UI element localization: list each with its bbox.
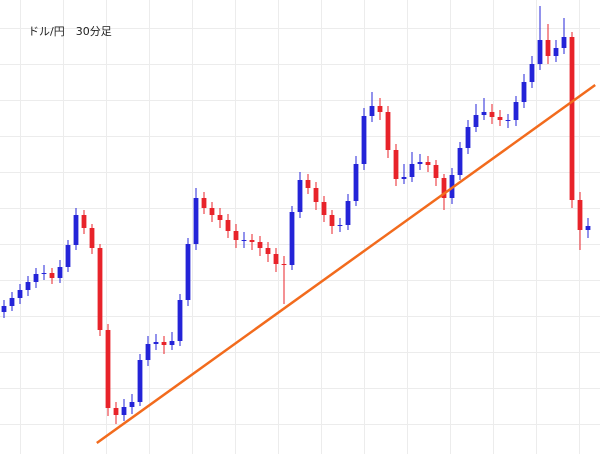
candle-body (433, 165, 439, 178)
candle-body (561, 37, 567, 48)
candle-body (585, 226, 591, 230)
candle-body (193, 198, 199, 244)
candle-body (121, 407, 127, 415)
candle-body (297, 180, 303, 212)
candle-body (545, 40, 551, 56)
candle-body (257, 242, 263, 248)
candle-body (481, 112, 487, 115)
candle-body (265, 248, 271, 254)
candle-body (441, 178, 447, 198)
candle-body (345, 201, 351, 225)
candle-body (89, 228, 95, 248)
candle-body (353, 164, 359, 201)
candle-body (401, 177, 407, 179)
candle-body (153, 342, 159, 344)
candle-body (169, 341, 175, 345)
candle-body (377, 106, 383, 112)
candle-body (361, 116, 367, 164)
candle-body (185, 244, 191, 300)
candle-body (137, 360, 143, 402)
trend-line (96, 83, 596, 445)
candle-body (473, 115, 479, 127)
candle-body (281, 264, 287, 265)
candle-body (457, 148, 463, 175)
candle-body (97, 248, 103, 330)
candle-body (425, 162, 431, 165)
candle-body (489, 112, 495, 117)
candle-body (17, 290, 23, 298)
candle-body (369, 106, 375, 116)
candle-body (385, 112, 391, 150)
candle-body (25, 282, 31, 290)
candle-body (529, 64, 535, 82)
candle-body (201, 198, 207, 208)
candle-body (393, 150, 399, 179)
candle-body (57, 267, 63, 278)
candle-body (113, 408, 119, 415)
candle-body (497, 117, 503, 120)
candle-body (409, 164, 415, 177)
candle-body (177, 300, 183, 341)
candle-body (41, 273, 47, 274)
candle-body (249, 240, 255, 242)
candle-body (513, 102, 519, 120)
candle-body (305, 180, 311, 188)
candle-body (225, 220, 231, 231)
candle-body (465, 127, 471, 148)
chart-title: ドル/円 30分足 (28, 25, 112, 38)
candle-body (233, 231, 239, 240)
candle-body (321, 202, 327, 215)
candle-body (337, 225, 343, 226)
candle-body (129, 402, 135, 407)
candle-body (553, 48, 559, 56)
candle-body (569, 37, 575, 200)
candle-body (217, 215, 223, 220)
candle-body (417, 162, 423, 164)
candle-body (521, 82, 527, 102)
candle-body (241, 240, 247, 241)
candle-body (273, 254, 279, 264)
candle-body (329, 215, 335, 226)
candle-body (33, 274, 39, 282)
candle-body (145, 344, 151, 360)
candle-body (49, 273, 55, 278)
candle-body (161, 342, 167, 345)
candle-body (1, 306, 7, 312)
candle-body (209, 208, 215, 215)
candle-body (105, 330, 111, 408)
candle-body (9, 298, 15, 306)
candle-body (537, 40, 543, 64)
candle-body (81, 215, 87, 228)
candle-body (289, 212, 295, 265)
candle-body (65, 245, 71, 267)
candle-body (313, 188, 319, 202)
candle-body (577, 200, 583, 230)
candle-body (73, 215, 79, 245)
candle-body (505, 120, 511, 121)
